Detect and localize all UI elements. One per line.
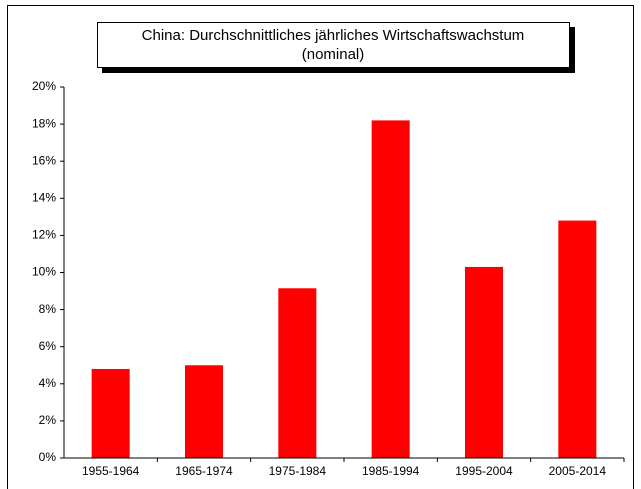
y-tick-label: 14% (32, 190, 56, 204)
y-tick-label: 2% (39, 413, 57, 427)
bar (371, 120, 410, 458)
y-tick-label: 10% (32, 265, 56, 279)
y-tick-label: 16% (32, 153, 56, 167)
y-tick-label: 4% (39, 376, 57, 390)
bar (558, 220, 597, 458)
y-tick-label: 6% (39, 339, 57, 353)
x-tick-label: 1965-1974 (175, 464, 233, 478)
x-tick-label: 2005-2014 (549, 464, 607, 478)
y-tick-label: 12% (32, 228, 56, 242)
x-tick-label: 1975-1984 (269, 464, 327, 478)
y-tick-label: 8% (39, 302, 57, 316)
x-tick-label: 1995-2004 (455, 464, 513, 478)
x-tick-label: 1955-1964 (82, 464, 140, 478)
y-tick-label: 18% (32, 116, 56, 130)
title-box (97, 22, 570, 68)
bar (465, 266, 503, 458)
chart-subtitle: (nominal) (302, 46, 365, 63)
x-tick-label: 1985-1994 (362, 464, 420, 478)
bar (91, 368, 130, 458)
chart-title: China: Durchschnittliches jährliches Wir… (142, 27, 525, 44)
y-tick-label: 0% (39, 450, 57, 464)
bar (278, 288, 317, 458)
y-tick-label: 20% (32, 79, 56, 93)
bar (185, 365, 223, 458)
